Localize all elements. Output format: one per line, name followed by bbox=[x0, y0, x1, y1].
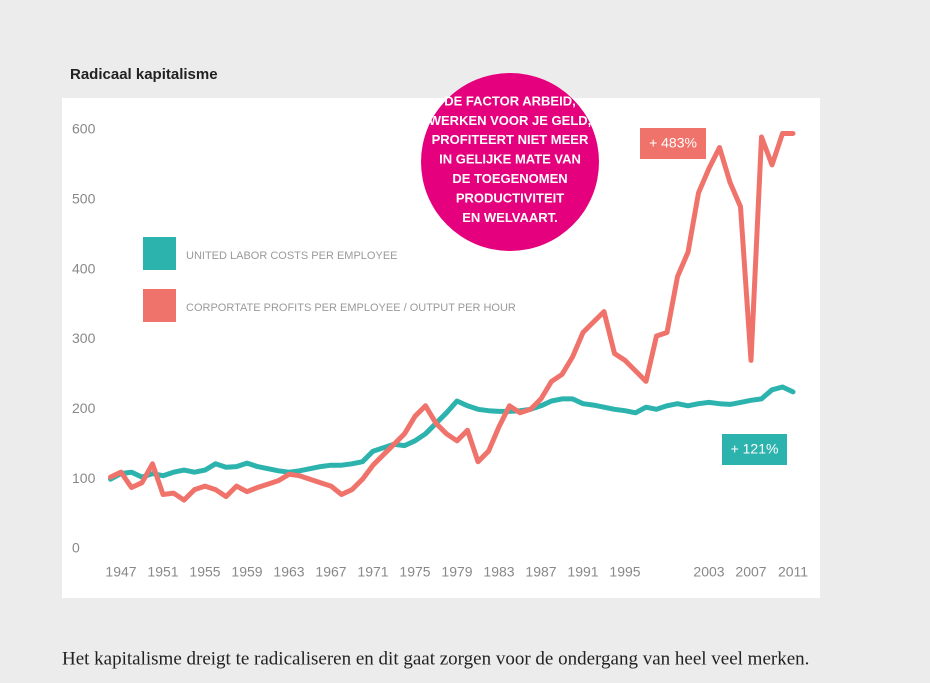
x-tick-label: 1963 bbox=[273, 564, 304, 580]
x-tick-label: 1979 bbox=[441, 564, 472, 580]
x-tick-label: 1967 bbox=[315, 564, 346, 580]
legend-swatch bbox=[143, 289, 176, 322]
labor-badge-label: + 121% bbox=[731, 441, 779, 457]
annotation-text: DE TOEGENOMEN bbox=[452, 171, 567, 186]
labor-badge bbox=[722, 434, 787, 465]
x-tick-label: 2003 bbox=[693, 564, 724, 580]
x-tick-label: 1995 bbox=[609, 564, 640, 580]
x-tick-label: 1983 bbox=[483, 564, 514, 580]
legend-label: CORPORTATE PROFITS PER EMPLOYEE / OUTPUT… bbox=[186, 302, 516, 314]
legend-label: UNITED LABOR COSTS PER EMPLOYEE bbox=[186, 250, 398, 262]
y-tick-label: 300 bbox=[72, 330, 96, 346]
y-tick-label: 100 bbox=[72, 470, 96, 486]
x-tick-label: 1975 bbox=[399, 564, 430, 580]
x-tick-label: 1959 bbox=[231, 564, 262, 580]
annotation-text: EN WELVAART. bbox=[462, 210, 558, 225]
annotation-text: WERKEN VOOR JE GELD, bbox=[429, 113, 592, 128]
annotation-text: PROFITEERT NIET MEER bbox=[432, 132, 589, 147]
x-tick-label: 1991 bbox=[567, 564, 598, 580]
y-tick-label: 600 bbox=[72, 121, 96, 137]
series-line bbox=[108, 131, 796, 503]
x-tick-label: 1987 bbox=[525, 564, 556, 580]
y-tick-label: 500 bbox=[72, 191, 96, 207]
profit-badge bbox=[640, 128, 706, 159]
x-tick-label: 1971 bbox=[357, 564, 388, 580]
profit-badge-label: + 483% bbox=[649, 135, 697, 151]
annotation-text: DE FACTOR ARBEID, bbox=[444, 93, 575, 108]
legend-swatch bbox=[143, 237, 176, 270]
x-tick-label: 2011 bbox=[778, 564, 808, 580]
series-line bbox=[108, 384, 796, 482]
x-tick-label: 2007 bbox=[735, 564, 766, 580]
x-tick-label: 1955 bbox=[189, 564, 220, 580]
y-tick-label: 200 bbox=[72, 400, 96, 416]
annotation-text: IN GELIJKE MATE VAN bbox=[439, 152, 581, 167]
x-tick-label: 1951 bbox=[147, 564, 178, 580]
annotation-text: PRODUCTIVITEIT bbox=[456, 190, 564, 205]
chart-title: Radicaal kapitalisme bbox=[70, 66, 218, 83]
annotation-circle bbox=[421, 73, 599, 251]
y-tick-label: 0 bbox=[72, 540, 80, 556]
caption: Het kapitalisme dreigt te radicaliseren … bbox=[62, 648, 809, 669]
x-tick-label: 1947 bbox=[105, 564, 136, 580]
y-tick-label: 400 bbox=[72, 260, 96, 276]
